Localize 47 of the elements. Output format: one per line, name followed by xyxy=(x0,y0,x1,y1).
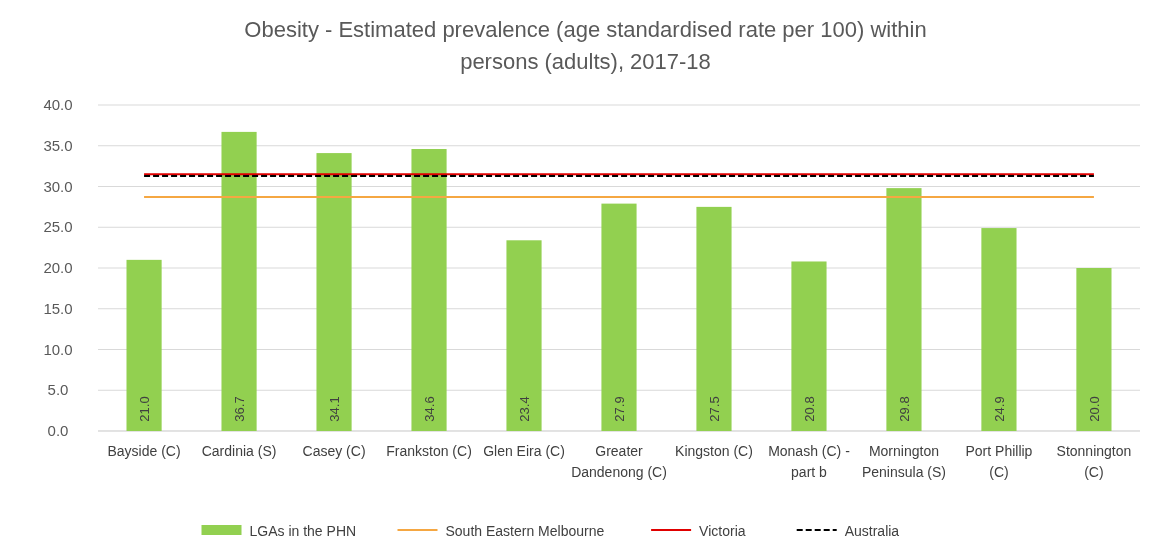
y-tick-label: 40.0 xyxy=(43,96,73,113)
bar xyxy=(696,206,732,431)
x-tick-label: Kingston (C) xyxy=(675,443,753,459)
data-label: 20.8 xyxy=(801,396,817,422)
x-tick-label: Port Phillip (C) xyxy=(965,443,1033,480)
bar xyxy=(411,149,447,431)
x-tick-label: Casey (C) xyxy=(302,443,366,459)
bar xyxy=(316,153,352,431)
y-tick-label: 5.0 xyxy=(47,381,69,399)
x-tick-label: Stonnington (C) xyxy=(1056,443,1132,480)
bar xyxy=(886,188,922,431)
x-tick-label: Cardinia (S) xyxy=(201,443,277,459)
legend-label: LGAs in the PHN xyxy=(249,523,357,539)
legend-label: Australia xyxy=(844,523,900,539)
y-tick-label: 30.0 xyxy=(43,177,73,195)
data-label: 34.1 xyxy=(327,396,343,422)
data-label: 23.4 xyxy=(517,396,533,422)
x-tick-label: Greater Dandenong (C) xyxy=(571,443,667,480)
bar xyxy=(981,228,1017,431)
y-tick-label: 35.0 xyxy=(43,136,73,154)
chart-title: Obesity - Estimated prevalence (age standardised rate per 100) within persons (adults), 2017-18 xyxy=(244,17,927,74)
x-tick-label: Frankston (C) xyxy=(386,443,472,459)
data-label: 27.5 xyxy=(706,396,722,422)
y-tick-label: 10.0 xyxy=(43,340,73,358)
bar xyxy=(1076,268,1112,431)
legend-label: Victoria xyxy=(699,523,746,539)
bar xyxy=(126,259,162,431)
bar xyxy=(791,261,827,431)
x-tick-label: Bayside (C) xyxy=(107,443,181,459)
data-label: 29.8 xyxy=(896,396,912,422)
x-tick-label: Glen Eira (C) xyxy=(483,443,565,459)
x-tick-label: Monash (C) - part b xyxy=(768,443,851,480)
data-label: 21.0 xyxy=(137,396,153,422)
y-tick-label: 20.0 xyxy=(43,259,73,276)
y-tick-label: 25.0 xyxy=(43,218,73,236)
data-label: 36.7 xyxy=(232,396,248,422)
data-label: 34.6 xyxy=(422,396,438,422)
y-tick-label: 15.0 xyxy=(43,299,73,317)
legend-label: South Eastern Melbourne xyxy=(445,523,605,539)
data-label: 20.0 xyxy=(1086,396,1102,422)
x-tick-label: Mornington Peninsula (S) xyxy=(861,443,946,480)
data-label: 24.9 xyxy=(991,396,1007,422)
y-tick-label: 0.0 xyxy=(47,422,69,439)
bar xyxy=(506,240,542,431)
bar xyxy=(221,131,257,431)
data-label: 27.9 xyxy=(612,396,627,422)
bar xyxy=(601,203,637,431)
